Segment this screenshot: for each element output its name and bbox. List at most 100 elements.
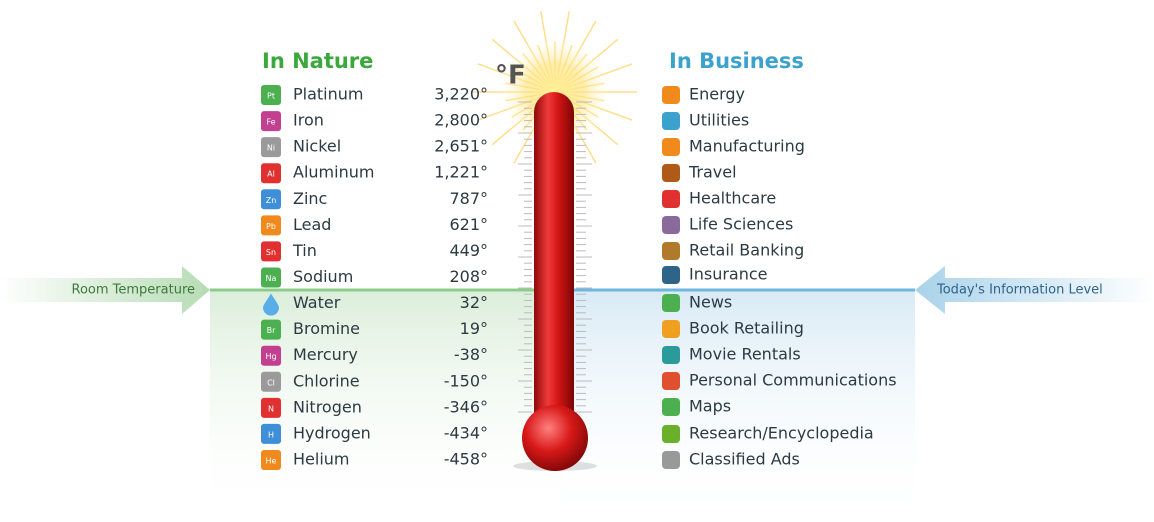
nature-temp: 2,800° [434,111,488,130]
element-tile [261,85,281,105]
nature-name: Aluminum [293,163,374,182]
business-name: Personal Communications [689,371,897,390]
business-name: Research/Encyclopedia [689,424,874,443]
right-arrow [915,266,1154,314]
element-tile [261,397,281,418]
element-symbol: H [268,430,274,439]
business-name: Healthcare [689,189,776,208]
nature-temp: 208° [449,267,488,286]
nature-temp: 1,221° [434,163,488,182]
nature-name: Bromine [293,319,360,338]
element-symbol: Sn [266,248,276,257]
element-tile [261,163,281,184]
nature-name: Sodium [293,267,353,286]
nature-name: Hydrogen [293,423,371,442]
business-icon [662,372,680,390]
business-icon [662,346,680,364]
element-tile [261,319,281,340]
business-icon [662,266,680,284]
element-symbol: He [266,456,277,465]
element-tile [261,449,281,470]
unit-label: °F [495,61,526,91]
nature-temp: -150° [444,371,488,390]
element-symbol: Na [266,274,277,283]
business-name: Maps [689,397,731,416]
nature-temp: 3,220° [434,85,488,104]
element-symbol: Ni [267,144,275,153]
business-name: Travel [688,163,737,182]
nature-temp: 2,651° [434,137,488,156]
nature-title: In Nature [262,49,373,73]
scale [518,101,592,413]
business-icon [662,190,680,208]
business-icon [662,398,680,416]
nature-temp: 449° [449,241,488,260]
element-tile [261,137,281,158]
business-icon [662,216,680,234]
left-marker: Room Temperature [72,283,196,298]
element-symbol: Br [267,326,276,335]
business-icon [662,320,680,338]
business-name: Utilities [689,111,749,130]
business-icon [662,451,680,469]
tube [534,92,574,432]
business-icon [662,164,680,182]
nature-temp: 621° [449,215,488,234]
nature-temp: -38° [454,345,488,364]
business-icon [662,138,680,156]
business-icon [662,425,680,443]
nature-temp: 19° [460,319,488,338]
business-icon [662,242,680,260]
nature-name: Nitrogen [293,397,362,416]
business-name: News [689,293,732,312]
element-symbol: Zn [266,196,277,205]
nature-temp: -434° [444,423,488,442]
nature-name: Mercury [293,345,358,364]
element-symbol: Cl [267,378,275,387]
business-title: In Business [669,49,804,73]
nature-name: Iron [293,111,324,130]
nature-name: Water [293,293,341,312]
element-symbol: Pt [267,92,275,101]
element-tile [261,215,281,236]
business-name: Energy [689,85,745,104]
element-symbol: Hg [265,352,276,361]
nature-name: Helium [293,449,350,468]
right-marker: Today's Information Level [936,283,1103,298]
business-name: Book Retailing [689,319,804,338]
water-drop [263,293,279,316]
element-symbol: N [268,404,274,413]
element-tile [261,345,281,366]
element-symbol: Pb [266,222,276,231]
business-name: Movie Rentals [689,345,801,364]
nature-name: Lead [293,215,331,234]
business-icon [662,112,680,130]
element-tile [261,267,281,288]
nature-temp: -458° [444,449,488,468]
business-zone [555,290,915,522]
nature-temp: 32° [460,293,488,312]
left-arrow [0,266,210,314]
element-symbol: Al [267,170,275,179]
nature-name: Chlorine [293,371,360,390]
business-name: Insurance [689,265,768,284]
element-tile [261,241,281,262]
nature-name: Tin [292,241,317,260]
business-name: Manufacturing [689,137,805,156]
business-icon [662,86,680,104]
element-tile [261,423,281,444]
bulb [522,405,588,471]
nature-name: Nickel [293,137,341,156]
nature-temp: -346° [444,397,488,416]
nature-name: Platinum [293,85,363,104]
element-tile [261,371,281,392]
business-name: Life Sciences [689,215,793,234]
business-icon [662,294,680,312]
element-tile [261,189,281,210]
business-name: Retail Banking [689,241,804,260]
element-tile [261,111,281,132]
nature-name: Zinc [293,189,327,208]
nature-temp: 787° [449,189,488,208]
business-name: Classified Ads [689,450,800,469]
